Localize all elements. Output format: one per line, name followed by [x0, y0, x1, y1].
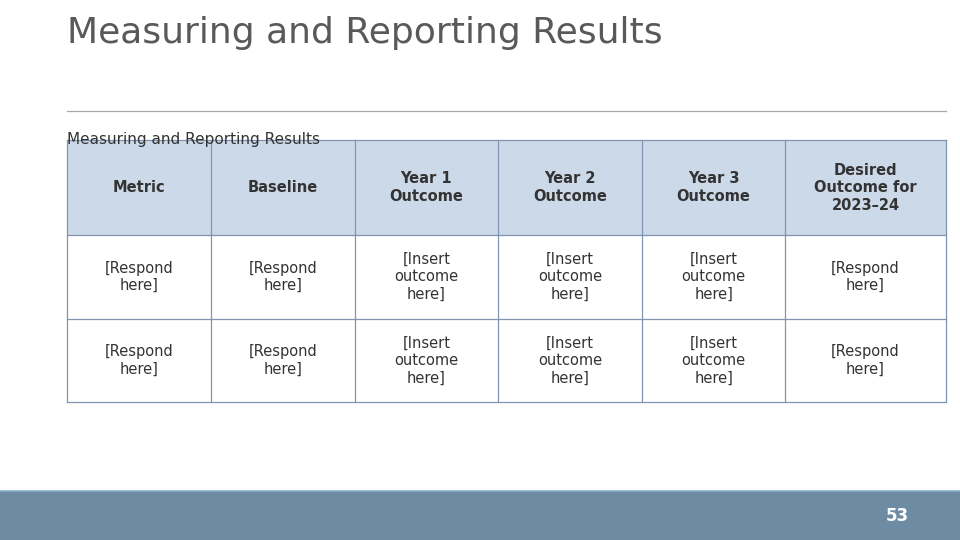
Text: [Respond
here]: [Respond here]	[105, 345, 174, 377]
Text: [Insert
outcome
here]: [Insert outcome here]	[395, 252, 459, 302]
Text: Year 1
Outcome: Year 1 Outcome	[390, 172, 464, 204]
Bar	[67, 319, 946, 402]
Text: [Insert
outcome
here]: [Insert outcome here]	[682, 335, 746, 386]
Text: Metric: Metric	[112, 180, 165, 195]
Text: [Insert
outcome
here]: [Insert outcome here]	[682, 252, 746, 302]
Text: [Respond
here]: [Respond here]	[831, 345, 900, 377]
Text: Year 3
Outcome: Year 3 Outcome	[677, 172, 751, 204]
Text: Year 2
Outcome: Year 2 Outcome	[533, 172, 607, 204]
Text: Measuring and Reporting Results: Measuring and Reporting Results	[67, 132, 321, 147]
Text: [Respond
here]: [Respond here]	[105, 261, 174, 293]
Bar	[67, 140, 946, 235]
Text: [Insert
outcome
here]: [Insert outcome here]	[395, 335, 459, 386]
Text: Baseline: Baseline	[248, 180, 318, 195]
Text: [Respond
here]: [Respond here]	[831, 261, 900, 293]
Text: [Respond
here]: [Respond here]	[249, 261, 317, 293]
Text: [Respond
here]: [Respond here]	[249, 345, 317, 377]
Bar	[0, 491, 960, 540]
Text: Measuring and Reporting Results: Measuring and Reporting Results	[67, 16, 662, 50]
Text: [Insert
outcome
here]: [Insert outcome here]	[538, 252, 602, 302]
Text: [Insert
outcome
here]: [Insert outcome here]	[538, 335, 602, 386]
Bar	[67, 235, 946, 319]
Text: Desired
Outcome for
2023–24: Desired Outcome for 2023–24	[814, 163, 917, 213]
Text: 53: 53	[886, 507, 909, 525]
